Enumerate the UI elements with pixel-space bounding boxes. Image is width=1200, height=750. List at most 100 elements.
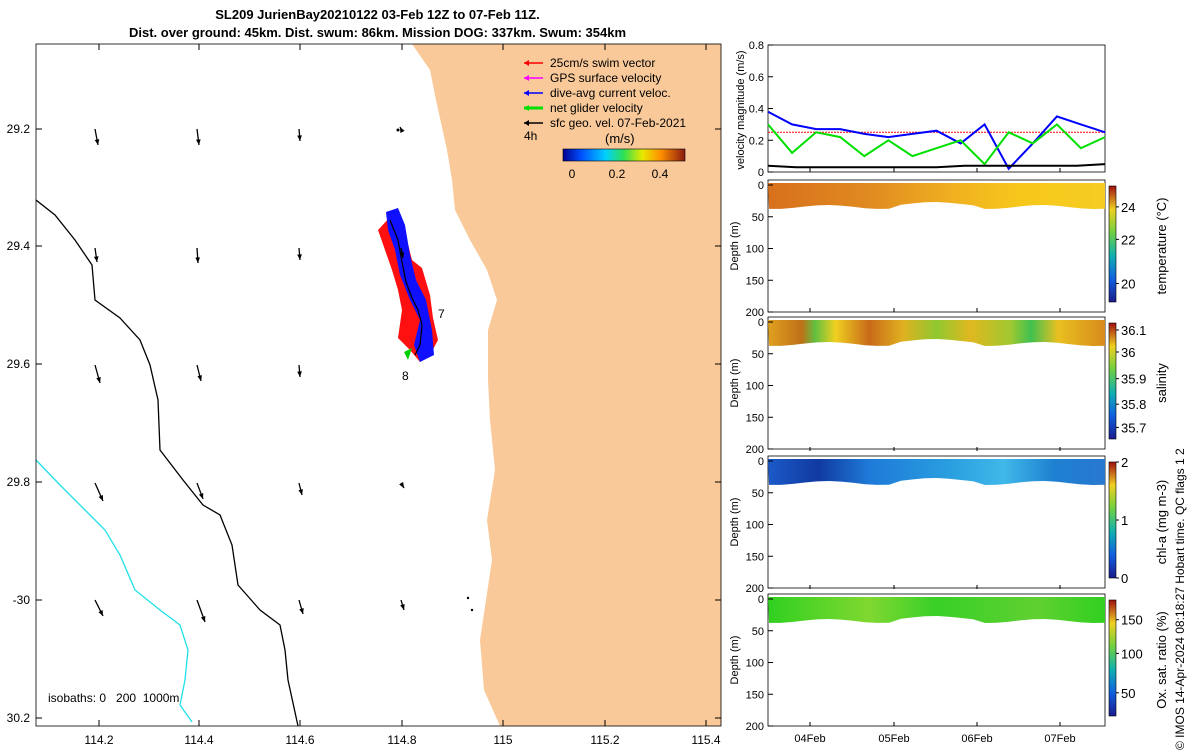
land-mass <box>412 44 721 726</box>
colorbar-tick: 0 <box>569 167 576 181</box>
depth-axis-label: Depth (m) <box>729 359 741 408</box>
depth-tick-label: 50 <box>752 626 764 638</box>
colorbar-tick-label: 100 <box>1121 646 1143 661</box>
scale-label: 4h <box>524 129 537 143</box>
depth-tick-label: 0 <box>758 594 764 606</box>
series-line-net-glider-velocity <box>767 123 1106 166</box>
velocity-panel: 0 0.2 0.4 0.6 0.8 velocity magnitude (m/s) <box>735 40 1106 179</box>
velocity-ylabel: velocity magnitude (m/s) <box>735 50 747 169</box>
isobath-200m <box>36 199 299 726</box>
map-y-tick-label: 29.4 <box>7 239 31 253</box>
time-tick-label: 07Feb <box>1044 733 1075 745</box>
time-tick-label: 06Feb <box>961 733 992 745</box>
colorbar-tick: 0.4 <box>652 167 669 181</box>
geostrophic-arrow <box>93 247 99 263</box>
geostrophic-arrow <box>196 599 206 623</box>
map-x-tick-label: 114.6 <box>285 733 314 747</box>
velocity-y-tick-label: 0.2 <box>749 135 764 147</box>
depth-axis-label: Depth (m) <box>729 222 741 271</box>
velocity-y-tick-label: 0.6 <box>749 72 764 84</box>
map-x-tick-label: 115 <box>493 733 512 747</box>
geostrophic-arrow <box>297 128 302 142</box>
colorbar-tick-label: 2 <box>1121 455 1128 470</box>
legend-arrowhead <box>524 105 529 111</box>
colorbar-tick-label: 20 <box>1121 276 1135 291</box>
depth-tick-label: 200 <box>746 721 764 733</box>
section-temperature: 0 50 100 150 200 Depth (m) 24 22 20 temperature (… <box>729 179 1169 319</box>
map-x-tick-label: 114.2 <box>84 733 113 747</box>
section-oxygen: 0 50 100 150 200 Depth (m) 150 100 50 Ox. sat. ra… <box>729 593 1169 733</box>
geostrophic-arrow <box>298 482 303 496</box>
depth-tick-label: 50 <box>752 349 764 361</box>
colorbar-tick: 0.2 <box>609 167 626 181</box>
track-label-8: 8 <box>402 369 409 383</box>
map-x-tick-label: 115.2 <box>590 733 619 747</box>
depth-tick-label: 150 <box>746 551 764 563</box>
map-y-tick-label: 29.8 <box>7 475 31 489</box>
depth-tick-label: 0 <box>758 456 764 468</box>
colorbar-tick-label: 35.7 <box>1121 420 1146 435</box>
colorbar-label: temperature (°C) <box>1154 198 1169 295</box>
map-x-axis: 114.2 114.4 114.6 114.8 115 115.2 115.4 <box>84 44 721 747</box>
depth-tick-label: 50 <box>752 488 764 500</box>
section-data-band <box>768 183 1105 209</box>
map-x-tick-label: 114.4 <box>184 733 213 747</box>
depth-tick-label: 100 <box>746 381 764 393</box>
map-y-tick-label: 29.6 <box>7 357 31 371</box>
series-line-dive-avg-current <box>767 110 1106 171</box>
depth-tick-label: 0 <box>758 317 764 329</box>
geostrophic-arrow <box>94 364 101 384</box>
geostrophic-arrow <box>94 482 104 502</box>
isobath-1000m <box>36 459 193 723</box>
depth-tick-label: 50 <box>752 212 764 224</box>
section-data-band <box>768 597 1105 623</box>
section-chl-a: 0 50 100 150 200 Depth (m) 2 1 0 chl-a (mg m-3) <box>729 455 1169 595</box>
map-y-tick-label: 29.2 <box>7 122 31 136</box>
depth-tick-label: 0 <box>758 180 764 192</box>
velocity-y-tick-label: 0.8 <box>749 40 764 52</box>
geostrophic-arrow <box>399 482 405 489</box>
depth-axis-label: Depth (m) <box>729 498 741 547</box>
colorbar-label: Ox. sat. ratio (%) <box>1154 611 1169 709</box>
colorbar-tick-label: 50 <box>1121 686 1135 701</box>
series-line-surface-geostrophic <box>767 163 1106 169</box>
time-tick-label: 04Feb <box>794 733 825 745</box>
depth-tick-label: 150 <box>746 689 764 701</box>
legend-arrowhead <box>524 60 529 66</box>
geostrophic-arrow <box>94 599 104 617</box>
legend-label: GPS surface velocity <box>550 71 661 85</box>
isobaths-label: isobaths: 0 200 1000m <box>48 691 179 705</box>
depth-tick-label: 150 <box>746 412 764 424</box>
copyright-text: © IMOS 14-Apr-2024 08:18:27 Hobart time.… <box>1173 448 1187 750</box>
colorbar <box>1108 185 1117 303</box>
colorbar-tick-label: 150 <box>1121 613 1143 628</box>
legend-label: 25cm/s swim vector <box>550 56 655 70</box>
time-axis: 04Feb 05Feb 06Feb 07Feb <box>794 168 1076 745</box>
geostrophic-arrow <box>196 364 202 382</box>
colorbar-tick-label: 24 <box>1121 200 1135 215</box>
chart-title: SL209 JurienBay20210122 03-Feb 12Z to 07… <box>215 7 540 22</box>
section-salinity: 0 50 100 150 200 Depth (m) 36.1 36 35.9 35.8 35.7 s… <box>729 316 1169 456</box>
legend-label: dive-avg current veloc. <box>550 86 671 100</box>
section-data-band <box>768 459 1105 485</box>
geostrophic-arrow <box>297 247 302 261</box>
track-label-7: 7 <box>438 307 445 321</box>
colorbar-tick-label: 35.9 <box>1121 372 1146 387</box>
geostrophic-arrow <box>298 599 304 615</box>
map-y-axis: 29.2 29.4 29.6 29.8 -30 30.2 <box>7 122 721 725</box>
time-tick-label: 05Feb <box>878 733 909 745</box>
colorbar-unit: (m/s) <box>605 131 635 146</box>
map-x-tick-label: 115.4 <box>691 733 720 747</box>
depth-tick-label: 200 <box>746 444 764 456</box>
depth-tick-label: 200 <box>746 583 764 595</box>
depth-tick-label: 100 <box>746 244 764 256</box>
geostrophic-arrow <box>399 247 405 259</box>
speed-colorbar <box>562 148 686 162</box>
depth-tick-label: 100 <box>746 658 764 670</box>
glider-track <box>378 208 438 362</box>
legend-label: net glider velocity <box>550 101 643 115</box>
geostrophic-arrow <box>196 482 204 500</box>
